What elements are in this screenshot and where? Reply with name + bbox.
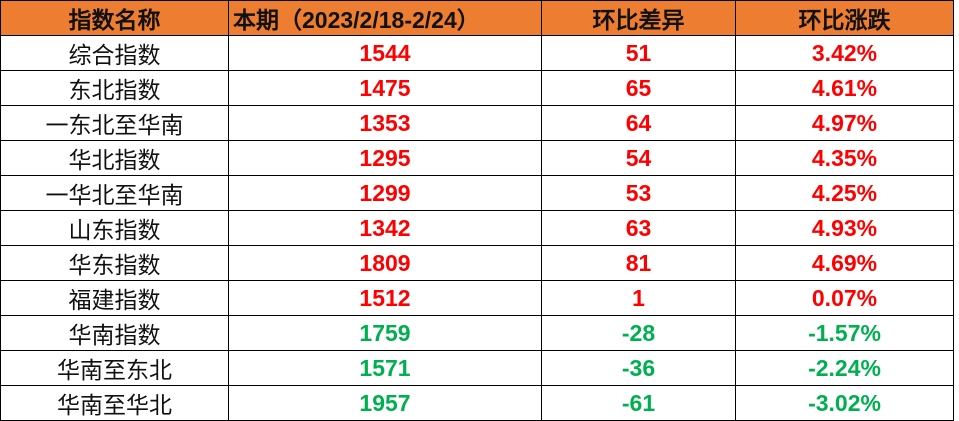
header-row: 指数名称 本期（2023/2/18-2/24） 环比差异 环比涨跌 — [0, 0, 954, 36]
index-name-cell: 综合指数 — [0, 35, 229, 71]
index-name-cell: 华北指数 — [0, 140, 229, 176]
table-row: 山东指数 1342 63 4.93% — [0, 210, 954, 246]
table-row: 华南至华北 1957 -61 -3.02% — [0, 385, 954, 421]
pct-cell: 4.61% — [735, 70, 954, 106]
table-row: 华南至东北 1571 -36 -2.24% — [0, 350, 954, 386]
value-cell: 1571 — [228, 350, 542, 386]
pct-cell: 4.25% — [735, 175, 954, 211]
diff-cell: -36 — [541, 350, 736, 386]
diff-cell: -61 — [541, 385, 736, 421]
pct-cell: 4.93% — [735, 210, 954, 246]
diff-cell: -28 — [541, 315, 736, 351]
pct-cell: 4.35% — [735, 140, 954, 176]
value-cell: 1353 — [228, 105, 542, 141]
diff-cell: 81 — [541, 245, 736, 281]
diff-cell: 53 — [541, 175, 736, 211]
value-cell: 1475 — [228, 70, 542, 106]
diff-cell: 54 — [541, 140, 736, 176]
value-cell: 1512 — [228, 280, 542, 316]
index-name-cell: 山东指数 — [0, 210, 229, 246]
value-cell: 1957 — [228, 385, 542, 421]
header-current-period: 本期（2023/2/18-2/24） — [228, 0, 542, 36]
header-diff: 环比差异 — [541, 0, 736, 36]
value-cell: 1299 — [228, 175, 542, 211]
diff-cell: 51 — [541, 35, 736, 71]
header-pct: 环比涨跌 — [735, 0, 954, 36]
table-row: 一东北至华南 1353 64 4.97% — [0, 105, 954, 141]
index-name-cell: 福建指数 — [0, 280, 229, 316]
pct-cell: 0.07% — [735, 280, 954, 316]
value-cell: 1295 — [228, 140, 542, 176]
table-row: 一华北至华南 1299 53 4.25% — [0, 175, 954, 211]
diff-cell: 65 — [541, 70, 736, 106]
table-row: 综合指数 1544 51 3.42% — [0, 35, 954, 71]
index-name-cell: 华南至华北 — [0, 385, 229, 421]
table-row: 华东指数 1809 81 4.69% — [0, 245, 954, 281]
index-name-cell: 华南指数 — [0, 315, 229, 351]
header-index-name: 指数名称 — [0, 0, 229, 36]
diff-cell: 1 — [541, 280, 736, 316]
pct-cell: 4.69% — [735, 245, 954, 281]
table-row: 东北指数 1475 65 4.61% — [0, 70, 954, 106]
pct-cell: -2.24% — [735, 350, 954, 386]
value-cell: 1544 — [228, 35, 542, 71]
pct-cell: 3.42% — [735, 35, 954, 71]
index-name-cell: 东北指数 — [0, 70, 229, 106]
index-name-cell: 一东北至华南 — [0, 105, 229, 141]
diff-cell: 64 — [541, 105, 736, 141]
pct-cell: -1.57% — [735, 315, 954, 351]
pct-cell: -3.02% — [735, 385, 954, 421]
index-name-cell: 华南至东北 — [0, 350, 229, 386]
table-row: 福建指数 1512 1 0.07% — [0, 280, 954, 316]
value-cell: 1342 — [228, 210, 542, 246]
index-name-cell: 华东指数 — [0, 245, 229, 281]
table-row: 华北指数 1295 54 4.35% — [0, 140, 954, 176]
index-name-cell: 一华北至华南 — [0, 175, 229, 211]
value-cell: 1809 — [228, 245, 542, 281]
value-cell: 1759 — [228, 315, 542, 351]
pct-cell: 4.97% — [735, 105, 954, 141]
table-row: 华南指数 1759 -28 -1.57% — [0, 315, 954, 351]
diff-cell: 63 — [541, 210, 736, 246]
